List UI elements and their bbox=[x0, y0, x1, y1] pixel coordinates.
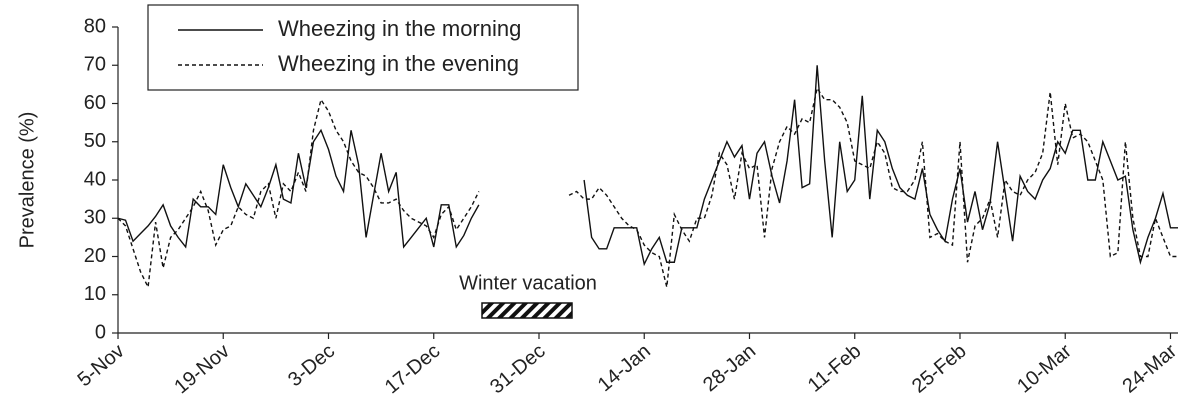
y-tick-label: 60 bbox=[84, 92, 106, 114]
y-tick-label: 50 bbox=[84, 130, 106, 152]
y-tick-label: 30 bbox=[84, 207, 106, 229]
x-tick-label: 24-Mar bbox=[1118, 340, 1181, 398]
line-series bbox=[117, 86, 1178, 290]
y-tick-label: 0 bbox=[95, 321, 106, 343]
annotation: Winter vacation bbox=[459, 272, 597, 294]
x-tick-label: 10-Mar bbox=[1013, 340, 1076, 398]
x-tick-label: 5-Nov bbox=[74, 340, 129, 391]
line-series bbox=[117, 65, 1178, 267]
y-tick-label: 70 bbox=[84, 54, 106, 76]
x-tick-label: 25-Feb bbox=[908, 340, 971, 398]
x-tick-label: 17-Dec bbox=[381, 340, 445, 398]
legend-label: Wheezing in the evening bbox=[278, 51, 519, 76]
x-tick-label: 11-Feb bbox=[804, 340, 866, 397]
y-tick-label: 10 bbox=[84, 283, 106, 305]
y-tick-label: 20 bbox=[84, 245, 106, 267]
vacation-marker bbox=[481, 302, 573, 319]
y-axis-label: Prevalence (%) bbox=[16, 112, 38, 249]
x-tick-label: 3-Dec bbox=[284, 340, 339, 391]
x-tick-label: 19-Nov bbox=[170, 340, 234, 398]
legend-box bbox=[147, 4, 579, 91]
legend-label: Wheezing in the morning bbox=[278, 16, 521, 41]
y-tick-label: 40 bbox=[84, 168, 106, 190]
y-tick-label: 80 bbox=[84, 15, 106, 37]
x-tick-label: 14-Jan bbox=[594, 340, 655, 396]
x-tick-label: 28-Jan bbox=[699, 340, 760, 396]
x-tick-label: 31-Dec bbox=[486, 340, 550, 398]
